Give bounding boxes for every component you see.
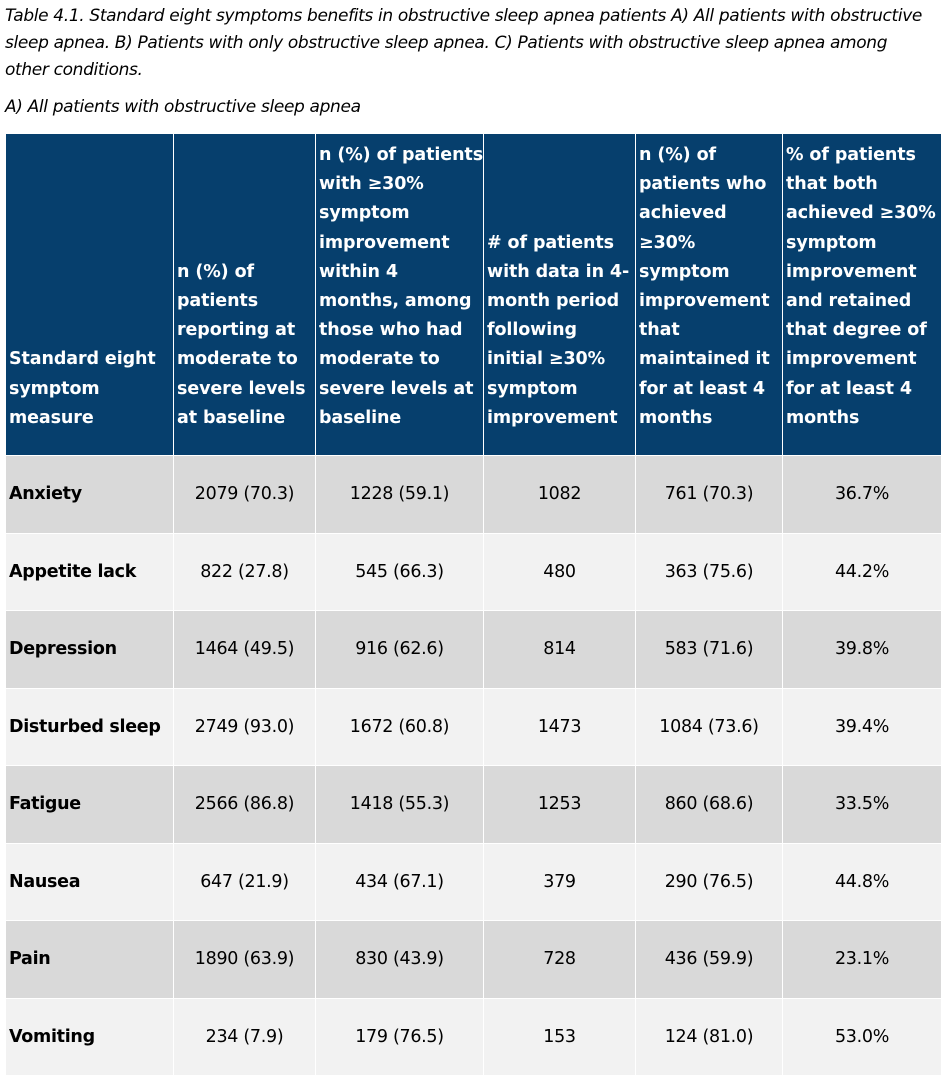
table-cell: 290 (76.5): [635, 842, 783, 921]
table-cell: 363 (75.6): [635, 532, 783, 611]
table-row: Disturbed sleep 2749 (93.0) 1672 (60.8) …: [5, 687, 941, 766]
table-cell: 36.7%: [782, 455, 941, 534]
table-cell: 1473: [483, 687, 636, 766]
table-row: Nausea 647 (21.9) 434 (67.1) 379 290 (76…: [5, 842, 941, 921]
table-cell: 822 (27.8): [173, 532, 316, 611]
table-cell: 2566 (86.8): [173, 765, 316, 844]
table-cell: 728: [483, 920, 636, 999]
table-cell: 647 (21.9): [173, 842, 316, 921]
table-cell: 44.2%: [782, 532, 941, 611]
row-label: Nausea: [5, 842, 174, 921]
table-cell: 1890 (63.9): [173, 920, 316, 999]
row-label: Appetite lack: [5, 532, 174, 611]
table-cell: 761 (70.3): [635, 455, 783, 534]
header-baseline: n (%) of patients reporting at moderate …: [173, 133, 316, 456]
table-cell: 436 (59.9): [635, 920, 783, 999]
table-cell: 1228 (59.1): [315, 455, 484, 534]
table-cell: 53.0%: [782, 997, 941, 1076]
table-cell: 39.8%: [782, 610, 941, 689]
table-cell: 814: [483, 610, 636, 689]
table-cell: 830 (43.9): [315, 920, 484, 999]
row-label: Depression: [5, 610, 174, 689]
table-cell: 1464 (49.5): [173, 610, 316, 689]
table-row: Fatigue 2566 (86.8) 1418 (55.3) 1253 860…: [5, 765, 941, 844]
row-label: Fatigue: [5, 765, 174, 844]
table-cell: 2079 (70.3): [173, 455, 316, 534]
row-label: Vomiting: [5, 997, 174, 1076]
header-row: Standard eight symptom measure n (%) of …: [5, 133, 941, 456]
header-patients-with-data: # of patients with data in 4-month perio…: [483, 133, 636, 456]
table-cell: 434 (67.1): [315, 842, 484, 921]
table-cell: 583 (71.6): [635, 610, 783, 689]
header-improvement: n (%) of patients with ≥30% symptom impr…: [315, 133, 484, 456]
table-cell: 33.5%: [782, 765, 941, 844]
table-row: Anxiety 2079 (70.3) 1228 (59.1) 1082 761…: [5, 455, 941, 534]
table-cell: 916 (62.6): [315, 610, 484, 689]
symptoms-table: Standard eight symptom measure n (%) of …: [5, 133, 941, 1076]
table-row: Depression 1464 (49.5) 916 (62.6) 814 58…: [5, 610, 941, 689]
table-cell: 234 (7.9): [173, 997, 316, 1076]
table-row: Appetite lack 822 (27.8) 545 (66.3) 480 …: [5, 532, 941, 611]
table-cell: 860 (68.6): [635, 765, 783, 844]
header-both-achieved-retained: % of patients that both achieved ≥30% sy…: [782, 133, 941, 456]
table-cell: 545 (66.3): [315, 532, 484, 611]
table-cell: 1082: [483, 455, 636, 534]
table-cell: 379: [483, 842, 636, 921]
header-symptom-measure: Standard eight symptom measure: [5, 133, 174, 456]
table-cell: 1672 (60.8): [315, 687, 484, 766]
table-row: Vomiting 234 (7.9) 179 (76.5) 153 124 (8…: [5, 997, 941, 1076]
table-cell: 480: [483, 532, 636, 611]
row-label: Anxiety: [5, 455, 174, 534]
table-cell: 124 (81.0): [635, 997, 783, 1076]
table-caption: Table 4.1. Standard eight symptoms benef…: [5, 6, 923, 80]
table-row: Pain 1890 (63.9) 830 (43.9) 728 436 (59.…: [5, 920, 941, 999]
table-cell: 1084 (73.6): [635, 687, 783, 766]
table-cell: 23.1%: [782, 920, 941, 999]
header-maintained: n (%) of patients who achieved ≥30% symp…: [635, 133, 783, 456]
table-cell: 1253: [483, 765, 636, 844]
table-cell: 2749 (93.0): [173, 687, 316, 766]
table-cell: 179 (76.5): [315, 997, 484, 1076]
table-cell: 1418 (55.3): [315, 765, 484, 844]
row-label: Pain: [5, 920, 174, 999]
table-cell: 44.8%: [782, 842, 941, 921]
table-cell: 153: [483, 997, 636, 1076]
table-subtitle: A) All patients with obstructive sleep a…: [5, 97, 361, 117]
table-cell: 39.4%: [782, 687, 941, 766]
row-label: Disturbed sleep: [5, 687, 174, 766]
